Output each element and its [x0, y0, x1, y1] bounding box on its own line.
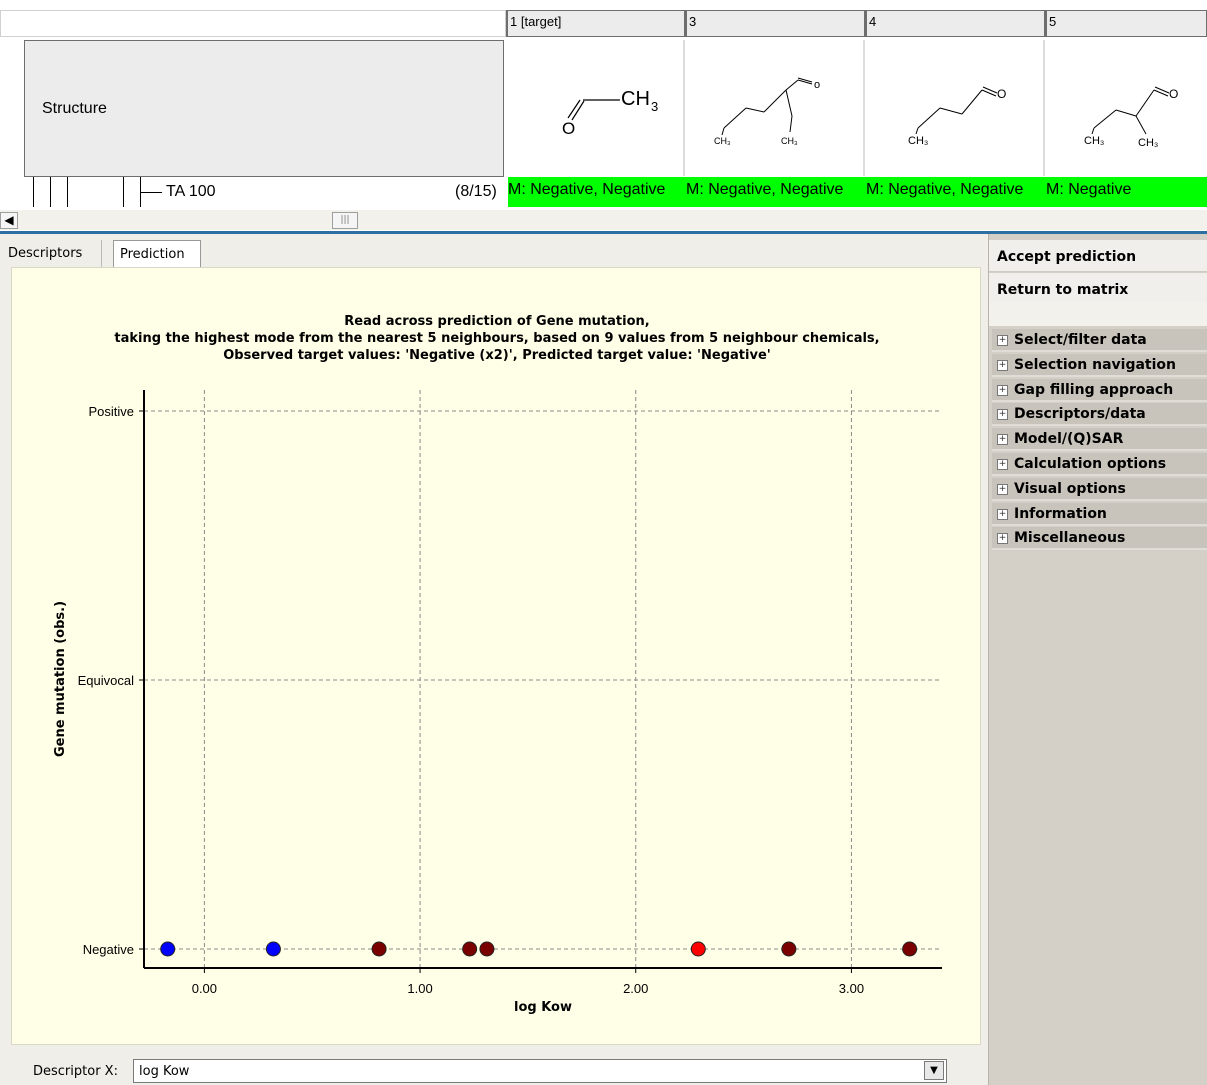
- x-tick-label: 1.00: [407, 981, 432, 996]
- tree-branch: [140, 192, 162, 193]
- methyl-subscript: 3: [651, 99, 658, 114]
- descriptor-x-label: Descriptor X:: [33, 1064, 118, 1079]
- chart-title-line: Read across prediction of Gene mutation,: [344, 314, 649, 329]
- section-label: Model/(Q)SAR: [1014, 431, 1124, 448]
- x-tick-label: 2.00: [623, 981, 648, 996]
- oxygen-label: O: [997, 87, 1006, 101]
- descriptor-x-select[interactable]: log Kow: [133, 1059, 947, 1083]
- methyl-label-2: CH₃: [781, 136, 798, 146]
- methyl-label-1: CH₃: [714, 136, 731, 146]
- structure-label: Structure: [42, 100, 107, 117]
- section-descriptors-data[interactable]: + Descriptors/data: [992, 403, 1207, 427]
- section-information[interactable]: + Information: [992, 502, 1207, 526]
- structure-image-target[interactable]: O CH 3: [508, 40, 685, 176]
- prediction-chart: Read across prediction of Gene mutation,…: [11, 267, 981, 1045]
- chart-title-line: Observed target values: 'Negative (x2)',…: [223, 348, 771, 363]
- result-cell-4[interactable]: M: Negative, Negative: [866, 177, 1046, 207]
- methyl-label: CH: [621, 88, 650, 110]
- result-cell-5[interactable]: M: Negative: [1046, 177, 1207, 207]
- y-tick-label: Negative: [83, 942, 134, 957]
- y-tick-label: Positive: [88, 404, 134, 419]
- panel-spacer: [989, 302, 1207, 326]
- section-label: Descriptors/data: [1014, 406, 1146, 423]
- expand-plus-icon[interactable]: +: [997, 359, 1008, 371]
- data-point-target: [160, 941, 176, 957]
- horizontal-scrollbar[interactable]: [0, 210, 1207, 230]
- data-point-neighbour: [462, 941, 478, 957]
- column-header-target[interactable]: 1 [target]: [506, 10, 685, 37]
- column-header-3[interactable]: 3: [685, 10, 865, 37]
- section-label: Calculation options: [1014, 456, 1167, 472]
- structure-image-4[interactable]: O CH₃: [866, 40, 1045, 176]
- return-to-matrix-button[interactable]: Return to matrix: [989, 273, 1207, 305]
- result-cell-target[interactable]: M: Negative, Negative: [508, 177, 686, 207]
- tab-descriptors[interactable]: Descriptors: [2, 240, 102, 267]
- data-point-neighbour: [781, 941, 797, 957]
- section-calculation-options[interactable]: + Calculation options: [992, 453, 1207, 476]
- expand-plus-icon[interactable]: +: [997, 434, 1008, 446]
- methyl-label-2: CH₃: [1138, 137, 1158, 149]
- tree-line: [33, 177, 34, 207]
- structure-row-header: Structure: [24, 40, 504, 177]
- data-matrix: 1 [target] 3 4 5 Structure O CH 3 o: [0, 0, 1207, 232]
- splitter[interactable]: [0, 231, 1207, 234]
- expand-plus-icon[interactable]: +: [997, 384, 1008, 396]
- data-point-target: [265, 941, 281, 957]
- x-tick-label: 3.00: [839, 981, 864, 996]
- endpoint-count: (8/15): [455, 183, 497, 200]
- section-label: Selection navigation: [1014, 356, 1177, 373]
- data-point-neighbour: [902, 941, 918, 957]
- tree-line: [123, 177, 124, 207]
- expand-plus-icon[interactable]: +: [997, 533, 1008, 545]
- section-label: Miscellaneous: [1014, 530, 1126, 547]
- section-visual-options[interactable]: + Visual options: [992, 477, 1207, 501]
- oxygen-label: O: [562, 119, 575, 138]
- oxygen-label: O: [1169, 87, 1178, 101]
- section-label: Select/filter data: [1014, 332, 1147, 348]
- column-header-5[interactable]: 5: [1045, 10, 1207, 37]
- scroll-left-arrow-icon[interactable]: ◀: [0, 212, 18, 229]
- chart-svg: Read across prediction of Gene mutation,…: [53, 314, 942, 1015]
- expand-plus-icon[interactable]: +: [997, 335, 1008, 346]
- y-axis-label: Gene mutation (obs.): [53, 601, 68, 757]
- x-axis-label: log Kow: [514, 1000, 572, 1015]
- section-label: Visual options: [1014, 480, 1126, 497]
- methyl-label: CH₃: [908, 135, 928, 147]
- tree-line: [67, 177, 68, 207]
- expand-plus-icon[interactable]: +: [997, 483, 1008, 495]
- section-label: Gap filling approach: [1014, 381, 1174, 398]
- section-gap-filling-approach[interactable]: + Gap filling approach: [992, 378, 1207, 402]
- data-point-prediction: [690, 941, 706, 957]
- section-label: Information: [1014, 505, 1107, 522]
- chevron-down-icon[interactable]: ▼: [924, 1061, 944, 1080]
- expand-plus-icon[interactable]: +: [997, 508, 1008, 520]
- expand-plus-icon[interactable]: +: [997, 409, 1008, 421]
- x-tick-label: 0.00: [192, 981, 217, 996]
- tree-line: [50, 177, 51, 207]
- matrix-corner: [0, 10, 506, 37]
- column-header-4[interactable]: 4: [865, 10, 1045, 37]
- result-cell-3[interactable]: M: Negative, Negative: [686, 177, 866, 207]
- structure-image-3[interactable]: o CH₃ CH₃: [686, 40, 865, 176]
- section-model-q-sar[interactable]: + Model/(Q)SAR: [992, 428, 1207, 452]
- chart-title-line: taking the highest mode from the nearest…: [114, 331, 879, 346]
- data-point-neighbour: [479, 941, 495, 957]
- section-select-filter-data[interactable]: + Select/filter data: [992, 329, 1207, 352]
- section-miscellaneous[interactable]: + Miscellaneous: [992, 527, 1207, 551]
- accept-prediction-button[interactable]: Accept prediction: [989, 240, 1207, 272]
- scroll-thumb[interactable]: |||: [332, 212, 358, 229]
- y-tick-label: Equivocal: [78, 673, 134, 688]
- structure-image-5[interactable]: O CH₃ CH₃: [1046, 40, 1207, 176]
- tab-prediction[interactable]: Prediction: [113, 240, 201, 267]
- endpoint-label[interactable]: TA 100: [166, 183, 216, 200]
- svg-text:o: o: [814, 79, 820, 91]
- methyl-label-1: CH₃: [1084, 135, 1104, 147]
- section-selection-navigation[interactable]: + Selection navigation: [992, 353, 1207, 377]
- expand-plus-icon[interactable]: +: [997, 459, 1008, 470]
- data-point-neighbour: [371, 941, 387, 957]
